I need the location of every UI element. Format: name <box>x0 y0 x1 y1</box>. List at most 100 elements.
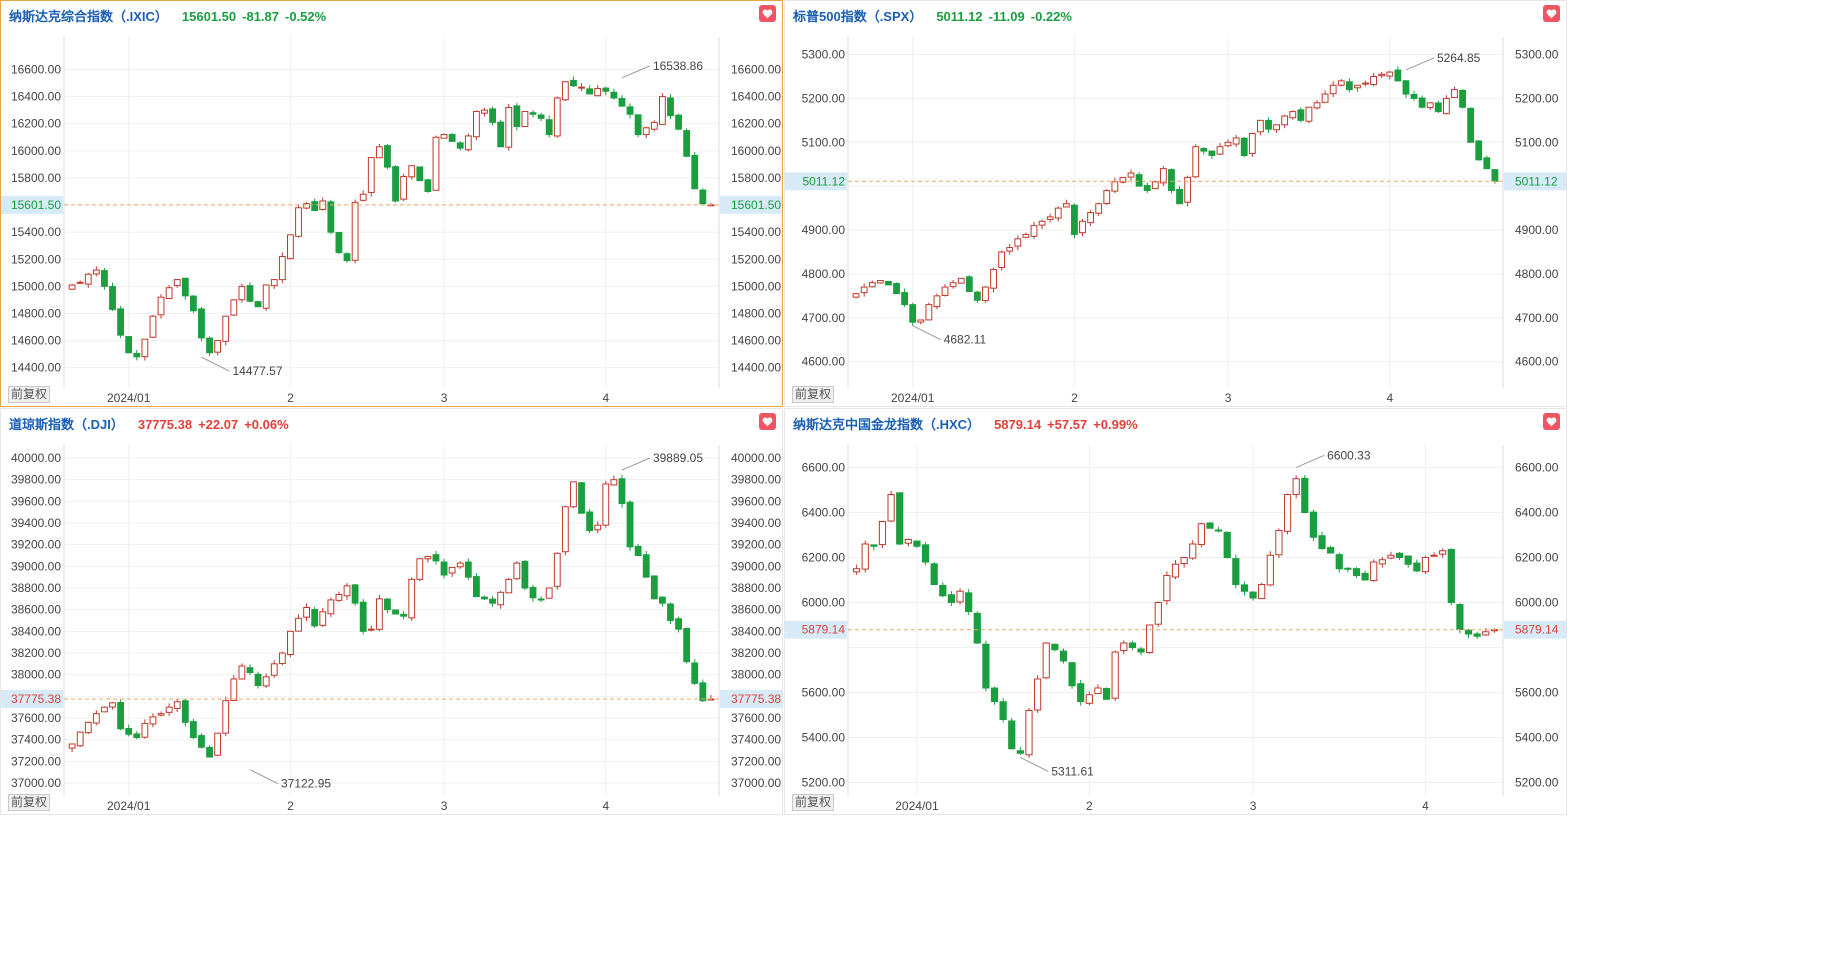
candle-body <box>658 96 666 125</box>
panel-hxc[interactable]: 纳斯达克中国金龙指数（.HXC） 5879.14 +57.57 +0.99% 5200… <box>784 408 1567 815</box>
heart-icon[interactable] <box>1543 5 1560 22</box>
candle-body <box>262 284 270 309</box>
adjust-button[interactable]: 前复权 <box>792 386 835 403</box>
candlestick-chart: 5200.00 5200.00 5400.00 5400.00 5600.00 5600.… <box>785 445 1566 813</box>
candlestick-chart: 37000.00 37000.00 37200.00 37200.00 37400.00… <box>1 445 782 813</box>
candle-body <box>456 562 464 568</box>
index-name[interactable]: 标普500指数（.SPX） <box>793 9 923 24</box>
candle-body <box>133 733 141 739</box>
candle-body <box>214 732 222 756</box>
annotation-leader <box>1295 454 1325 468</box>
panel-spx[interactable]: 标普500指数（.SPX） 5011.12 -11.09 -0.22% 4600.00… <box>784 0 1567 407</box>
candle-body <box>1006 247 1014 252</box>
annotation-leader <box>912 325 941 341</box>
index-name[interactable]: 道琼斯指数（.DJI） <box>9 417 124 432</box>
candle-body <box>424 556 432 560</box>
y-tick-label: 4900.00 <box>802 223 846 237</box>
index-name[interactable]: 纳斯达克综合指数（.IXIC） <box>9 9 168 24</box>
last-price: 5879.14 <box>994 417 1042 432</box>
x-tick-label: 2024/01 <box>895 799 939 813</box>
candle-body <box>618 97 626 107</box>
y-tick-label: 37600.00 <box>731 711 781 725</box>
y-tick-label: 14600.00 <box>731 334 781 348</box>
candle-body <box>262 676 270 687</box>
y-tick-label: 14600.00 <box>11 334 61 348</box>
percent-change: +0.06% <box>244 417 289 432</box>
candle-body <box>1103 190 1111 204</box>
adjust-button[interactable]: 前复权 <box>8 794 51 811</box>
candle-body <box>101 270 108 287</box>
candle-body <box>887 494 895 522</box>
y-tick-label: 5200.00 <box>802 91 846 105</box>
y-tick-label: 15000.00 <box>731 279 781 293</box>
candle-body <box>1224 141 1232 147</box>
y-tick-label: 38000.00 <box>11 668 61 682</box>
candle-body <box>521 560 529 589</box>
candle-body <box>440 134 448 139</box>
adjust-button[interactable]: 前复权 <box>792 794 835 811</box>
candle-body <box>930 563 938 586</box>
candle-body <box>896 492 904 545</box>
y-tick-label: 15400.00 <box>731 225 781 239</box>
candle-body <box>1014 238 1022 247</box>
candle-body <box>400 613 408 617</box>
y-tick-label: 39800.00 <box>731 473 781 487</box>
index-name[interactable]: 纳斯达克中国金龙指数（.HXC） <box>793 417 981 432</box>
candle-body <box>1370 561 1378 582</box>
candle-body <box>561 506 569 553</box>
candle-body <box>1168 169 1175 192</box>
panel-dji[interactable]: 道琼斯指数（.DJI） 37775.38 +22.07 +0.06% 37000.00… <box>0 408 783 815</box>
candle-body <box>440 561 448 576</box>
candle-body <box>691 662 699 684</box>
y-tick-label: 5200.00 <box>1515 91 1559 105</box>
candle-body <box>254 673 262 687</box>
candle-body <box>570 481 577 508</box>
candle-body <box>578 482 585 514</box>
candle-body <box>408 165 416 178</box>
adjust-button[interactable]: 前复权 <box>8 386 51 403</box>
candle-body <box>1087 212 1095 224</box>
y-tick-label: 38400.00 <box>731 624 781 638</box>
candle-body <box>553 552 561 587</box>
candle-body <box>1127 172 1135 178</box>
heart-icon[interactable] <box>1543 413 1560 430</box>
candle-body <box>1059 650 1068 662</box>
candle-body <box>626 501 634 548</box>
x-tick-label: 2024/01 <box>107 391 151 405</box>
y-tick-label: 39800.00 <box>11 473 61 487</box>
y-tick-label: 39400.00 <box>11 516 61 530</box>
annotation-label: 37122.95 <box>281 777 331 791</box>
annotation-label: 16538.86 <box>653 59 703 73</box>
candle-body <box>1352 568 1361 577</box>
y-tick-label: 37200.00 <box>731 754 781 768</box>
y-tick-label: 6600.00 <box>802 461 846 475</box>
candle-body <box>464 135 472 151</box>
heart-icon[interactable] <box>759 413 776 430</box>
candle-body <box>1119 176 1127 183</box>
candlestick-chart: 14400.00 14400.00 14600.00 14600.00 14800.00… <box>1 37 782 405</box>
x-tick-label: 4 <box>602 391 609 405</box>
candle-body <box>921 544 930 563</box>
annotation-label: 4682.11 <box>944 333 987 347</box>
candle-body <box>1378 559 1386 565</box>
candle-body <box>1362 82 1369 85</box>
candle-body <box>117 308 125 336</box>
candle-body <box>683 130 691 157</box>
annotation-label: 5311.61 <box>1051 764 1094 778</box>
y-tick-label: 40000.00 <box>11 451 61 465</box>
y-tick-label: 37200.00 <box>11 754 61 768</box>
candle-body <box>1281 115 1289 126</box>
candle-body <box>1297 109 1305 121</box>
y-tick-label: 4800.00 <box>1515 267 1559 281</box>
y-tick-label: 40000.00 <box>731 451 781 465</box>
candle-body <box>1171 563 1180 578</box>
last-price-tag-label: 5011.12 <box>1515 174 1558 188</box>
x-tick-label: 2024/01 <box>107 799 151 813</box>
candle-body <box>1111 651 1119 699</box>
y-tick-label: 5400.00 <box>1515 731 1559 745</box>
heart-icon[interactable] <box>759 5 776 22</box>
panel-ixic[interactable]: 纳斯达克综合指数（.IXIC） 15601.50 -81.87 -0.52% 1440… <box>0 0 783 407</box>
candle-body <box>101 706 108 713</box>
candle-body <box>1266 554 1274 586</box>
candle-body <box>691 154 699 190</box>
